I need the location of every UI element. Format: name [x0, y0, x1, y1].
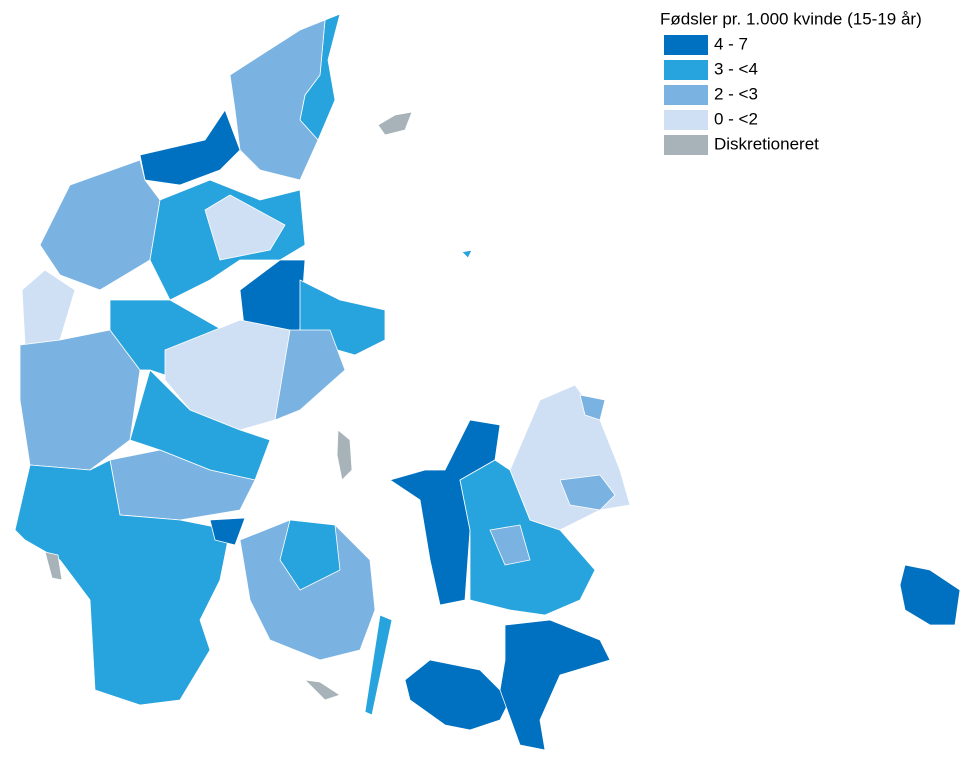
region	[404, 659, 511, 731]
region	[304, 679, 341, 701]
legend-swatch	[664, 85, 708, 105]
legend-label: Diskretioneret	[714, 134, 819, 153]
municipalities	[14, 13, 961, 751]
legend-swatch	[664, 110, 708, 130]
legend-swatch	[664, 135, 708, 155]
region	[19, 329, 141, 471]
region	[229, 19, 326, 181]
region	[579, 394, 606, 421]
region	[336, 429, 353, 481]
legend-swatch	[664, 60, 708, 80]
region	[139, 109, 241, 186]
region	[559, 474, 616, 511]
region	[274, 329, 346, 421]
region	[899, 564, 961, 626]
region	[364, 614, 393, 716]
region	[509, 384, 631, 531]
region	[14, 459, 231, 706]
legend: Fødsler pr. 1.000 kvinde (15-19 år) 4 - …	[660, 9, 922, 155]
legend-label: 4 - 7	[714, 34, 748, 53]
region	[39, 159, 161, 291]
legend-swatch	[664, 35, 708, 55]
region	[204, 194, 286, 261]
region	[377, 111, 413, 136]
legend-label: 0 - <2	[714, 109, 758, 128]
region	[461, 249, 473, 259]
region	[489, 524, 531, 566]
region	[279, 519, 341, 591]
legend-title: Fødsler pr. 1.000 kvinde (15-19 år)	[660, 9, 922, 28]
legend-label: 3 - <4	[714, 59, 758, 78]
legend-label: 2 - <3	[714, 84, 758, 103]
region	[499, 619, 611, 751]
region	[21, 269, 76, 346]
region	[459, 459, 596, 616]
region	[44, 551, 63, 581]
region	[209, 517, 246, 546]
